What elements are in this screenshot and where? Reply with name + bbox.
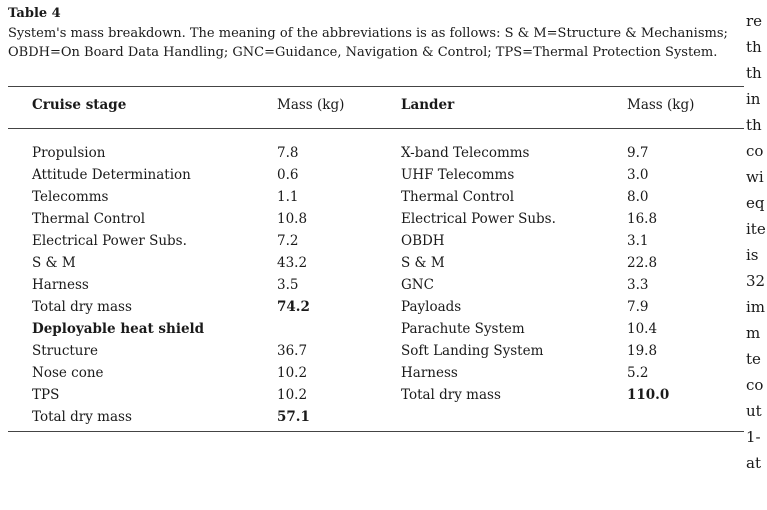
side-text-line: ut <box>746 402 762 420</box>
lander-item-cell: Total dry mass <box>401 387 501 403</box>
side-text-line: th <box>746 38 762 56</box>
cruise-mass-cell: 7.2 <box>277 233 299 249</box>
table-row: Deployable heat shield Parachute System 10… <box>8 318 744 340</box>
cruise-item-cell: Deployable heat shield <box>32 321 205 337</box>
cruise-item-cell: Total dry mass <box>32 299 132 315</box>
cruise-item-cell: TPS <box>32 387 60 403</box>
lander-mass-cell: 10.4 <box>627 321 658 337</box>
lander-item-cell: Payloads <box>401 299 462 315</box>
cruise-item-cell: Nose cone <box>32 365 104 381</box>
lander-item-cell: Electrical Power Subs. <box>401 211 556 227</box>
table-row: Thermal Control 10.8 Electrical Power Subs… <box>8 208 744 230</box>
side-text-line: te <box>746 350 761 368</box>
cruise-item-cell: Propulsion <box>32 145 106 161</box>
bottom-rule <box>8 431 744 432</box>
table-block: Table 4 System's mass breakdown. The mea… <box>8 6 744 432</box>
lander-mass-cell: 3.0 <box>627 167 649 183</box>
table-row: Telecomms 1.1 Thermal Control 8.0 <box>8 186 744 208</box>
side-text-line: 32 <box>746 272 766 290</box>
cruise-mass-cell: 10.8 <box>277 211 308 227</box>
lander-item-cell: Soft Landing System <box>401 343 544 359</box>
cruise-mass-cell: 0.6 <box>277 167 299 183</box>
top-rule <box>8 86 744 87</box>
cruise-item-cell: Attitude Determination <box>32 167 191 183</box>
lander-mass-cell: 8.0 <box>627 189 649 205</box>
lander-mass-cell: 5.2 <box>627 365 649 381</box>
lander-mass-cell: 3.3 <box>627 277 649 293</box>
side-text-line: in <box>746 90 761 108</box>
lander-item-cell: Harness <box>401 365 458 381</box>
table-row: S & M 43.2 S & M 22.8 <box>8 252 744 274</box>
lander-item-cell: S & M <box>401 255 445 271</box>
cruise-item-cell: S & M <box>32 255 76 271</box>
side-text-line: 1- <box>746 428 761 446</box>
lander-mass-cell: 16.8 <box>627 211 658 227</box>
table-row: Total dry mass 74.2 Payloads 7.9 <box>8 296 744 318</box>
cruise-item-cell: Thermal Control <box>32 211 146 227</box>
table-row: Electrical Power Subs. 7.2 OBDH 3.1 <box>8 230 744 252</box>
cruise-item-cell: Electrical Power Subs. <box>32 233 187 249</box>
side-text-line: co <box>746 376 764 394</box>
header-mass-cruise: Mass (kg) <box>277 97 345 113</box>
cruise-mass-cell: 57.1 <box>277 409 310 425</box>
lander-item-cell: X-band Telecomms <box>401 145 530 161</box>
lander-item-cell: Parachute System <box>401 321 525 337</box>
cruise-mass-cell: 43.2 <box>277 255 308 271</box>
cruise-mass-cell: 1.1 <box>277 189 299 205</box>
table-row: Harness 3.5 GNC 3.3 <box>8 274 744 296</box>
cruise-mass-cell: 3.5 <box>277 277 299 293</box>
cruise-mass-cell: 10.2 <box>277 387 308 403</box>
table-row: Propulsion 7.8 X-band Telecomms 9.7 <box>8 142 744 164</box>
side-text-line: eq <box>746 194 765 212</box>
header-rule <box>8 128 744 129</box>
lander-mass-cell: 9.7 <box>627 145 649 161</box>
table-label: Table 4 <box>8 6 61 21</box>
side-text-line: co <box>746 142 764 160</box>
table-row: Attitude Determination 0.6 UHF Telecomms 3.… <box>8 164 744 186</box>
lander-mass-cell: 22.8 <box>627 255 658 271</box>
table-caption: System's mass breakdown. The meaning of … <box>8 26 728 60</box>
lander-mass-cell: 19.8 <box>627 343 658 359</box>
side-text-line: im <box>746 298 766 316</box>
table-row: Total dry mass 57.1 <box>8 406 744 428</box>
cruise-mass-cell: 10.2 <box>277 365 308 381</box>
cruise-mass-cell: 36.7 <box>277 343 308 359</box>
side-text-line: wi <box>746 168 764 186</box>
cruise-mass-cell: 74.2 <box>277 299 310 315</box>
side-text-line: is <box>746 246 759 264</box>
table-row: Structure 36.7 Soft Landing System 19.8 <box>8 340 744 362</box>
side-text-line: at <box>746 454 761 472</box>
lander-item-cell: UHF Telecomms <box>401 167 515 183</box>
cruise-item-cell: Telecomms <box>32 189 109 205</box>
table-row: TPS 10.2 Total dry mass 110.0 <box>8 384 744 406</box>
side-text-line: ite <box>746 220 766 238</box>
lander-mass-cell: 3.1 <box>627 233 649 249</box>
side-text-line: re <box>746 12 763 30</box>
side-text-line: th <box>746 64 762 82</box>
lander-item-cell: GNC <box>401 277 434 293</box>
header-lander: Lander <box>401 97 455 113</box>
side-text-line: m <box>746 324 761 342</box>
lander-mass-cell: 110.0 <box>627 387 670 403</box>
cruise-item-cell: Total dry mass <box>32 409 132 425</box>
cruise-item-cell: Harness <box>32 277 89 293</box>
side-text-line: th <box>746 116 762 134</box>
lander-item-cell: Thermal Control <box>401 189 515 205</box>
header-cruise-stage: Cruise stage <box>32 97 127 113</box>
cruise-item-cell: Structure <box>32 343 98 359</box>
cruise-mass-cell: 7.8 <box>277 145 299 161</box>
lander-mass-cell: 7.9 <box>627 299 649 315</box>
lander-item-cell: OBDH <box>401 233 445 249</box>
header-mass-lander: Mass (kg) <box>627 97 695 113</box>
table-row: Nose cone 10.2 Harness 5.2 <box>8 362 744 384</box>
table-header-row: Cruise stage Mass (kg) Lander Mass (kg) <box>8 94 744 116</box>
